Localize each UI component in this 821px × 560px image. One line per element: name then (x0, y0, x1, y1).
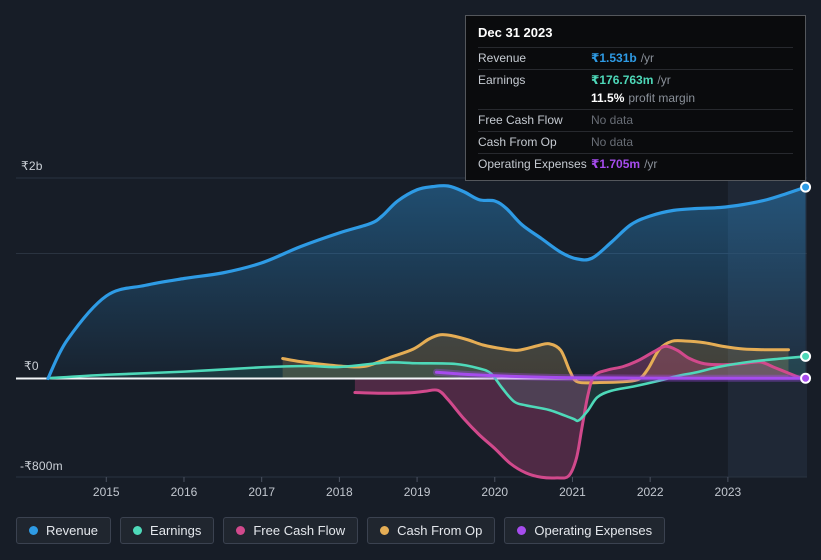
row-label: Free Cash Flow (478, 113, 563, 127)
profit-margin-text: profit margin (628, 91, 696, 105)
x-axis-label: 2023 (714, 485, 742, 499)
x-axis-label: 2020 (481, 485, 509, 499)
tooltip-row-revenue: Revenue ₹1.531b /yr (478, 47, 793, 69)
operating-expenses-dot (517, 526, 527, 535)
tooltip-date: Dec 31 2023 (478, 25, 553, 40)
legend-label: Revenue (46, 523, 99, 538)
x-axis-label: 2022 (636, 485, 664, 499)
legend-label: Cash From Op (397, 523, 483, 538)
operating-expenses-value: ₹1.705m (591, 157, 641, 171)
chart-tooltip: Dec 31 2023 Revenue ₹1.531b /yr Earnings… (465, 15, 806, 181)
row-label: Operating Expenses (478, 157, 587, 171)
line-earnings (46, 355, 807, 423)
legend-item-free-cash-flow[interactable]: Free Cash Flow (223, 517, 359, 544)
legend-item-cash-from-op[interactable]: Cash From Op (367, 517, 496, 544)
line-operating-expenses (435, 370, 808, 380)
row-label: Revenue (478, 51, 527, 65)
x-axis-label: 2015 (92, 485, 120, 499)
tooltip-row-earnings: Earnings ₹176.763m /yr (478, 69, 793, 91)
chart-legend: Revenue Earnings Free Cash Flow Cash From O… (16, 517, 666, 544)
cash-from-op-dot (380, 526, 390, 535)
tooltip-row-profit-margin: 11.5% profit margin (478, 91, 793, 109)
earnings-unit: /yr (657, 73, 671, 87)
free-cash-flow-value: No data (591, 113, 634, 127)
y-axis-label: -₹800m (20, 459, 63, 473)
legend-label: Operating Expenses (534, 523, 653, 538)
row-label: Cash From Op (478, 135, 557, 149)
tooltip-row-free-cash-flow: Free Cash Flow No data (478, 109, 793, 131)
line-free-cash-flow (353, 344, 801, 480)
x-axis-label: 2017 (248, 485, 276, 499)
endpoint-marker-earnings[interactable] (800, 350, 812, 362)
line-cash-from-op (281, 333, 790, 385)
x-axis-label: 2019 (403, 485, 431, 499)
y-axis-label: ₹0 (24, 359, 39, 373)
x-axis-label: 2016 (170, 485, 198, 499)
x-axis-label: 2021 (559, 485, 586, 499)
revenue-value: ₹1.531b (591, 51, 637, 65)
legend-label: Free Cash Flow (253, 523, 346, 538)
earnings-dot (133, 526, 143, 535)
legend-item-earnings[interactable]: Earnings (120, 517, 215, 544)
row-label: Earnings (478, 73, 526, 87)
legend-label: Earnings (150, 523, 202, 538)
y-axis-label: ₹2b (21, 159, 43, 173)
operating-expenses-unit: /yr (644, 157, 658, 171)
area-earnings (48, 356, 806, 421)
free-cash-flow-dot (236, 526, 246, 535)
tooltip-row-operating-expenses: Operating Expenses ₹1.705m /yr (478, 153, 793, 175)
earnings-value: ₹176.763m (591, 73, 654, 87)
legend-item-revenue[interactable]: Revenue (16, 517, 112, 544)
revenue-unit: /yr (640, 51, 655, 65)
line-revenue (46, 184, 808, 381)
endpoint-marker-revenue[interactable] (800, 181, 812, 193)
endpoint-marker-operating-expenses[interactable] (800, 372, 812, 384)
revenue-dot (29, 526, 38, 535)
area-revenue (48, 185, 806, 379)
x-axis-label: 2018 (326, 485, 353, 499)
cash-from-op-value: No data (591, 135, 634, 149)
tooltip-row-cash-from-op: Cash From Op No data (478, 131, 793, 153)
legend-item-operating-expenses[interactable]: Operating Expenses (504, 517, 666, 544)
profit-margin-value: 11.5% (591, 91, 625, 105)
